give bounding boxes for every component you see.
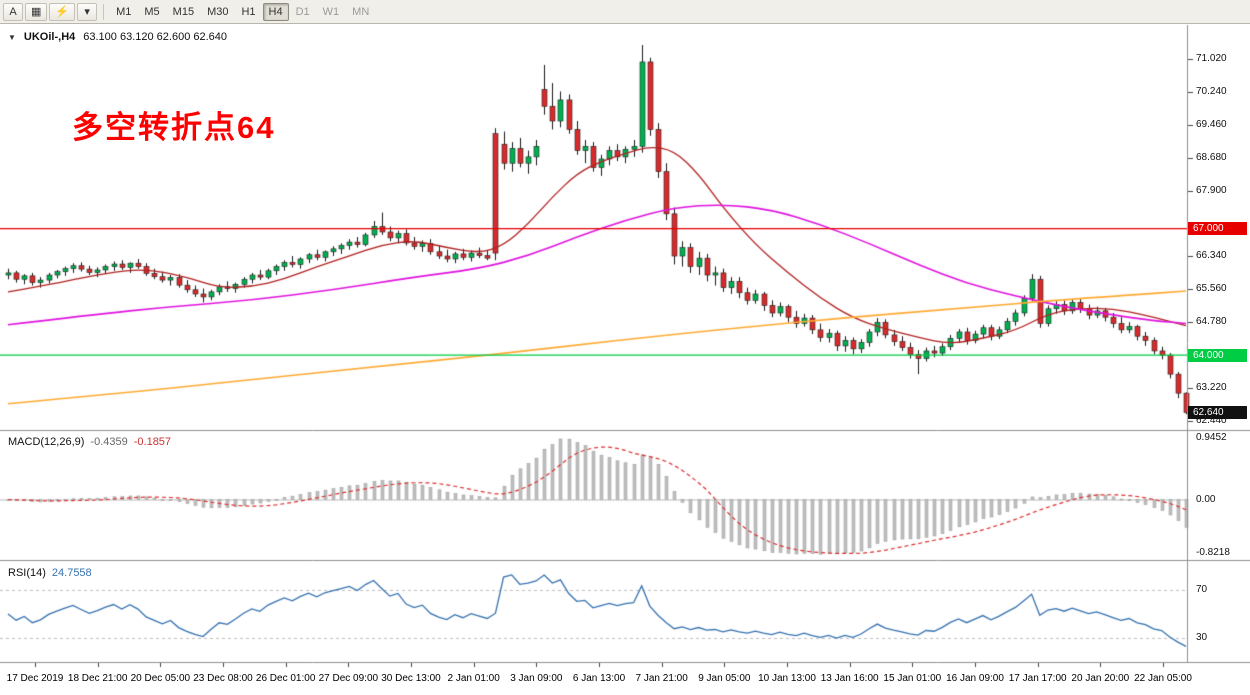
timeframe-m5-button[interactable]: M5 — [144, 5, 160, 18]
macd-axis-label: -0.8218 — [1196, 546, 1230, 558]
rsi-label: RSI(14) 24.7558 — [8, 567, 92, 579]
time-label: 15 Jan 01:00 — [883, 673, 942, 684]
time-label: 26 Dec 01:00 — [255, 673, 316, 684]
macd-signal-value: -0.1857 — [133, 436, 172, 448]
time-label: 17 Jan 17:00 — [1008, 673, 1067, 684]
price-tick-label: 66.340 — [1196, 250, 1227, 262]
macd-main-value: -0.4359 — [90, 436, 128, 448]
time-label: 13 Jan 16:00 — [820, 673, 879, 684]
annotation-text: 多空转折点64 — [72, 110, 276, 145]
time-label: 9 Jan 05:00 — [698, 673, 751, 684]
time-label: 3 Jan 09:00 — [510, 673, 563, 684]
time-label: 20 Jan 20:00 — [1071, 673, 1130, 684]
resistance-price-label: 67.000 — [1188, 222, 1247, 236]
tool-buttons: A ▦ ⚡ ▾ — [3, 2, 98, 21]
chart-window-button[interactable]: ▦ — [25, 2, 48, 21]
timeframe-mn-button[interactable]: MN — [352, 5, 370, 18]
macd-axis-label: 0.00 — [1196, 493, 1216, 505]
time-label: 22 Jan 05:00 — [1134, 673, 1192, 684]
timeframe-h4-button[interactable]: H4 — [262, 2, 289, 21]
macd-name: MACD(12,26,9) — [8, 436, 85, 448]
cursor-tool-button[interactable]: A — [3, 2, 23, 21]
price-tick-label: 70.240 — [1196, 85, 1227, 97]
price-tick-label: 67.900 — [1196, 184, 1227, 196]
rsi-level-label: 30 — [1196, 632, 1208, 643]
timeframe-m1-button[interactable]: M1 — [116, 5, 132, 18]
time-label: 30 Dec 13:00 — [381, 673, 441, 684]
time-label: 16 Jan 09:00 — [946, 673, 1004, 684]
timeframe-m15-button[interactable]: M15 — [172, 5, 195, 18]
timeframe-buttons: M1 M5 M15 M30 H1 H4 D1 W1 MN — [110, 2, 375, 21]
ohlc-values: 63.100 63.120 62.600 62.640 — [83, 31, 228, 43]
time-label: 20 Dec 05:00 — [130, 673, 191, 684]
price-tick-label: 71.020 — [1196, 53, 1227, 64]
rsi-level-label: 70 — [1196, 584, 1208, 595]
toolbar: A ▦ ⚡ ▾ M1 M5 M15 M30 H1 H4 D1 W1 MN — [0, 0, 1250, 24]
toolbar-separator — [103, 3, 105, 20]
time-label: 6 Jan 13:00 — [572, 673, 626, 684]
rsi-value: 24.7558 — [51, 567, 92, 579]
symbol-label: UKOil-,H4 — [23, 31, 76, 43]
price-tick-label: 68.680 — [1196, 151, 1227, 163]
price-tick-label: 63.220 — [1196, 382, 1227, 394]
time-label: 27 Dec 09:00 — [318, 673, 379, 684]
time-label: 7 Jan 21:00 — [635, 673, 688, 684]
current-price-label: 62.640 — [1188, 406, 1247, 420]
time-label: 18 Dec 21:00 — [67, 673, 128, 684]
price-tick-label: 65.560 — [1196, 283, 1227, 295]
rsi-name: RSI(14) — [8, 567, 46, 579]
price-tick-label: 62.440 — [1196, 414, 1227, 426]
timeframe-h1-button[interactable]: H1 — [241, 5, 256, 18]
support-price-label: 64.000 — [1188, 348, 1247, 362]
time-label: 17 Dec 2019 — [6, 673, 64, 684]
macd-label: MACD(12,26,9) -0.4359 -0.1857 — [8, 436, 171, 448]
time-label: 10 Jan 13:00 — [758, 673, 816, 684]
timeframe-d1-button[interactable]: D1 — [295, 5, 310, 18]
tools-dropdown-button[interactable]: ▾ — [77, 2, 98, 21]
macd-axis-label: 0.9452 — [1196, 431, 1227, 443]
chart-title: ▼ UKOil-,H4 63.100 63.120 62.600 62.640 — [8, 31, 227, 43]
timeframe-m30-button[interactable]: M30 — [207, 5, 229, 18]
time-label: 23 Dec 08:00 — [193, 673, 253, 684]
price-tick-label: 64.780 — [1196, 316, 1227, 328]
quick-trade-button[interactable]: ⚡ — [49, 2, 76, 21]
timeframe-w1-button[interactable]: W1 — [322, 5, 340, 18]
chart-dropdown-icon[interactable]: ▼ — [8, 32, 16, 42]
price-tick-label: 69.460 — [1196, 118, 1227, 130]
time-label: 2 Jan 01:00 — [447, 673, 500, 684]
